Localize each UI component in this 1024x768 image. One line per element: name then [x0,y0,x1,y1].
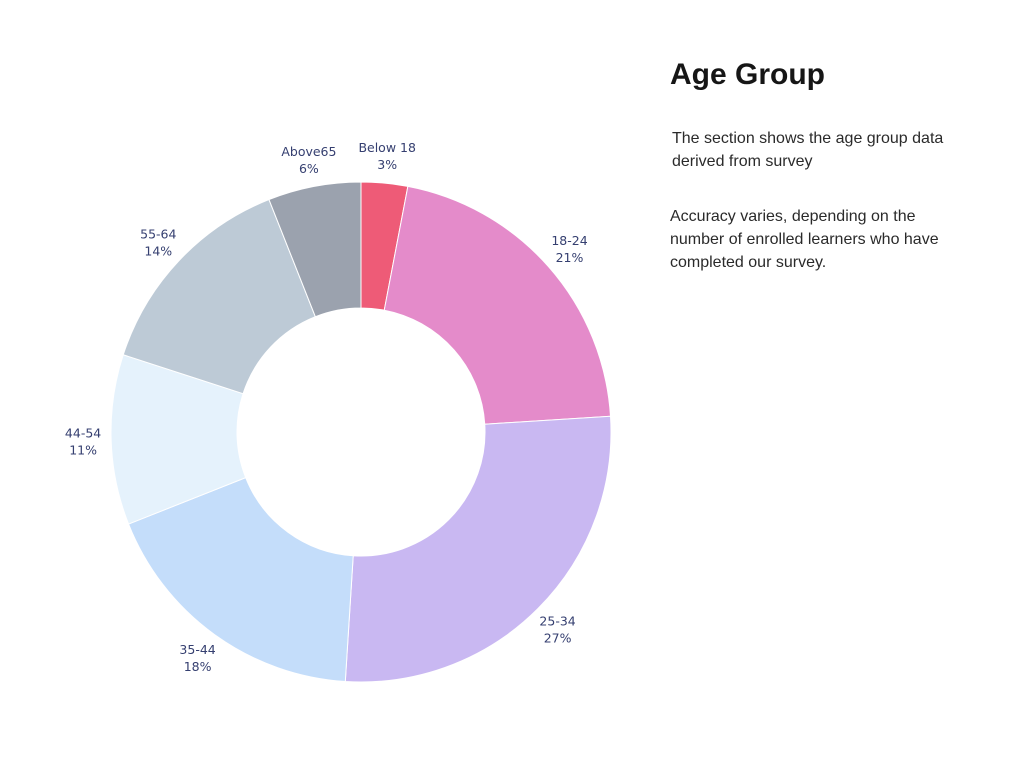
slice-label-above65: Above65 6% [281,144,336,176]
page-title: Age Group [670,58,825,91]
description-secondary: Accuracy varies, depending on the number… [670,208,939,271]
donut-slice-above65[interactable] [268,181,362,318]
slice-label-25-34: 25-34 27% [539,614,575,646]
description-primary: The section shows the age group data der… [672,130,944,170]
chart-description-panel: Age Group The section shows the age grou… [670,56,972,274]
donut-slice-25-34[interactable] [344,415,612,683]
slice-label-35-44: 35-44 18% [179,642,215,674]
donut-slice-35-44[interactable] [127,477,354,683]
slice-label-18-24: 18-24 21% [551,233,587,265]
donut-slice-18-24[interactable] [383,185,612,425]
slice-label-55-64: 55-64 14% [140,227,176,259]
slice-label-44-54: 44-54 11% [65,426,101,458]
donut-slice-55-64[interactable] [122,198,316,395]
slice-label-below-18: Below 18 3% [358,140,416,172]
